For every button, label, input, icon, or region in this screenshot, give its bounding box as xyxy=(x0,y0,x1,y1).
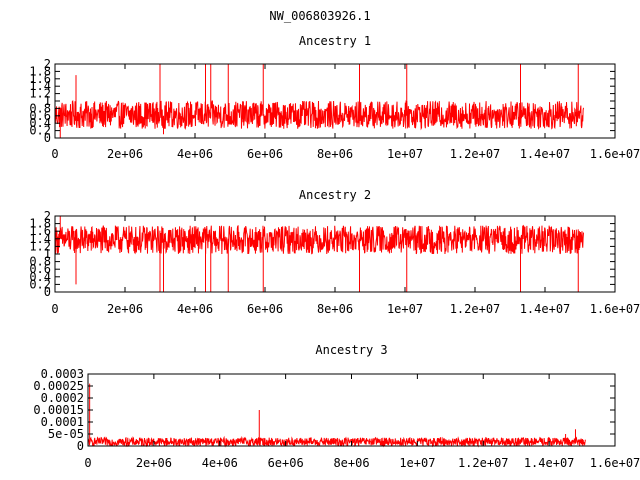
panel-2-series-line xyxy=(54,216,584,292)
panel-3: Ancestry 305e-050.00010.000150.00020.000… xyxy=(33,343,640,470)
panel-1-xtick-label: 1e+07 xyxy=(387,147,423,161)
panel-1-ytick-label: 0 xyxy=(44,131,51,145)
panel-1-xtick-label: 1.4e+07 xyxy=(520,147,571,161)
panel-1-series-line xyxy=(54,64,584,138)
panel-1-xtick-label: 0 xyxy=(51,147,58,161)
panel-1-ytick-label: 1.6 xyxy=(29,72,51,86)
panel-1-ytick-label: 1.4 xyxy=(29,79,51,93)
panel-3-ytick-label: 0.0001 xyxy=(41,415,84,429)
panel-1-xtick-label: 6e+06 xyxy=(247,147,283,161)
panel-1-ytick-label: 1 xyxy=(44,94,51,108)
panel-3-xtick-label: 0 xyxy=(84,456,91,470)
panel-1-xtick-label: 1.2e+07 xyxy=(450,147,501,161)
panel-2-xtick-label: 1.4e+07 xyxy=(520,302,571,316)
panel-2-ytick-label: 0.2 xyxy=(29,277,51,291)
panel-1-ytick-label: 0.8 xyxy=(29,101,51,115)
panel-3-title: Ancestry 3 xyxy=(315,343,387,357)
panel-2-ytick-label: 1.8 xyxy=(29,217,51,231)
panel-2-ytick-label: 0.4 xyxy=(29,270,51,284)
panel-1-ytick-label: 2 xyxy=(44,57,51,71)
panel-2-ytick-label: 1 xyxy=(44,247,51,261)
panel-1-xtick-label: 2e+06 xyxy=(107,147,143,161)
panel-3-ytick-label: 0 xyxy=(77,439,84,453)
panel-2-xtick-label: 4e+06 xyxy=(177,302,213,316)
panel-3-ytick-label: 0.0002 xyxy=(41,391,84,405)
panel-2-xtick-label: 1.6e+07 xyxy=(590,302,640,316)
panel-3-ytick-label: 0.00015 xyxy=(33,403,84,417)
panel-1-ytick-label: 1.2 xyxy=(29,87,51,101)
panel-3-ytick-label: 5e-05 xyxy=(48,427,84,441)
figure-title: NW_006803926.1 xyxy=(269,9,370,23)
panel-3-xtick-label: 1.2e+07 xyxy=(458,456,509,470)
panel-1-ytick-label: 1.8 xyxy=(29,64,51,78)
panel-2-ytick-label: 0.8 xyxy=(29,255,51,269)
panel-3-frame xyxy=(87,373,616,447)
panel-2-ytick-label: 2 xyxy=(44,209,51,223)
panel-2-ytick-label: 0.6 xyxy=(29,262,51,276)
panel-1-xtick-label: 1.6e+07 xyxy=(590,147,640,161)
panel-1-ytick-label: 0.6 xyxy=(29,109,51,123)
panel-3-xtick-label: 2e+06 xyxy=(136,456,172,470)
panel-1-title: Ancestry 1 xyxy=(299,34,371,48)
panel-1-ytick-label: 0.2 xyxy=(29,124,51,138)
panel-2-ytick-label: 1.6 xyxy=(29,224,51,238)
panel-2-ytick-label: 1.4 xyxy=(29,232,51,246)
panel-3-xtick-label: 8e+06 xyxy=(333,456,369,470)
panel-3-xtick-label: 4e+06 xyxy=(202,456,238,470)
panel-3-xtick-label: 1e+07 xyxy=(399,456,435,470)
panel-2-ytick-label: 1.2 xyxy=(29,239,51,253)
panel-2-xtick-label: 0 xyxy=(51,302,58,316)
chart-panels: Ancestry 100.20.40.60.811.21.41.61.820 2e… xyxy=(29,34,640,470)
panel-2-xtick-label: 2e+06 xyxy=(107,302,143,316)
panel-3-ytick-label: 0.00025 xyxy=(33,379,84,393)
panel-2: Ancestry 2 00.20.40.60.811.21.41.61.82 0 2e… xyxy=(29,188,640,316)
panel-1-ytick-label: 0.4 xyxy=(29,116,51,130)
panel-2-xtick-label: 1.2e+07 xyxy=(450,302,501,316)
panel-3-ytick-label: 0.0003 xyxy=(41,367,84,381)
panel-2-ytick-label: 0 xyxy=(44,285,51,299)
panel-3-xtick-label: 1.4e+07 xyxy=(524,456,575,470)
panel-1-xtick-label: 8e+06 xyxy=(317,147,353,161)
panel-1-xtick-label: 4e+06 xyxy=(177,147,213,161)
panel-2-xtick-label: 6e+06 xyxy=(247,302,283,316)
panel-3-xtick-label: 6e+06 xyxy=(268,456,304,470)
panel-1: Ancestry 1 00.20.40.60.811.21.41.61.82 0 2e… xyxy=(29,34,640,161)
panel-3-xtick-label: 1.6e+07 xyxy=(590,456,640,470)
panel-3-series-line xyxy=(87,383,586,448)
panel-2-title: Ancestry 2 xyxy=(299,188,371,202)
panel-2-xtick-label: 8e+06 xyxy=(317,302,353,316)
panel-2-xtick-label: 1e+07 xyxy=(387,302,423,316)
